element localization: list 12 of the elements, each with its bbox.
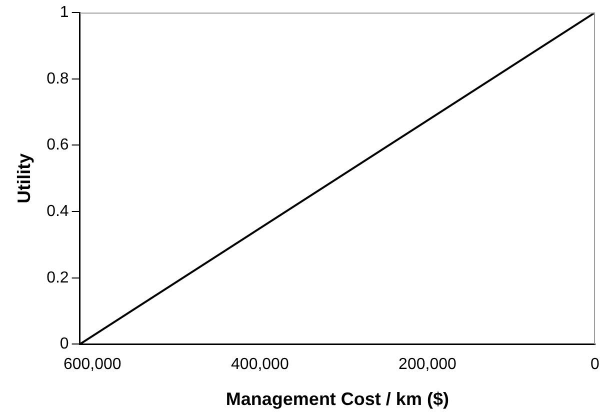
x-tick-label: 200,000: [398, 356, 456, 374]
y-tick-label: 0.8: [46, 70, 69, 88]
y-tick-label: 0.2: [46, 269, 69, 286]
x-axis-title: Management Cost / km ($): [226, 389, 449, 410]
y-tick-label: 1: [60, 4, 69, 22]
y-tick-label: 0: [60, 336, 69, 353]
x-tick-label: 400,000: [231, 356, 289, 374]
x-tick-label: 0: [590, 356, 600, 374]
y-tick-label: 0.4: [46, 202, 69, 220]
x-tick-label: 600,000: [63, 356, 122, 374]
y-axis-title: Utility: [14, 153, 34, 204]
y-tick-label: 0.6: [46, 136, 69, 154]
